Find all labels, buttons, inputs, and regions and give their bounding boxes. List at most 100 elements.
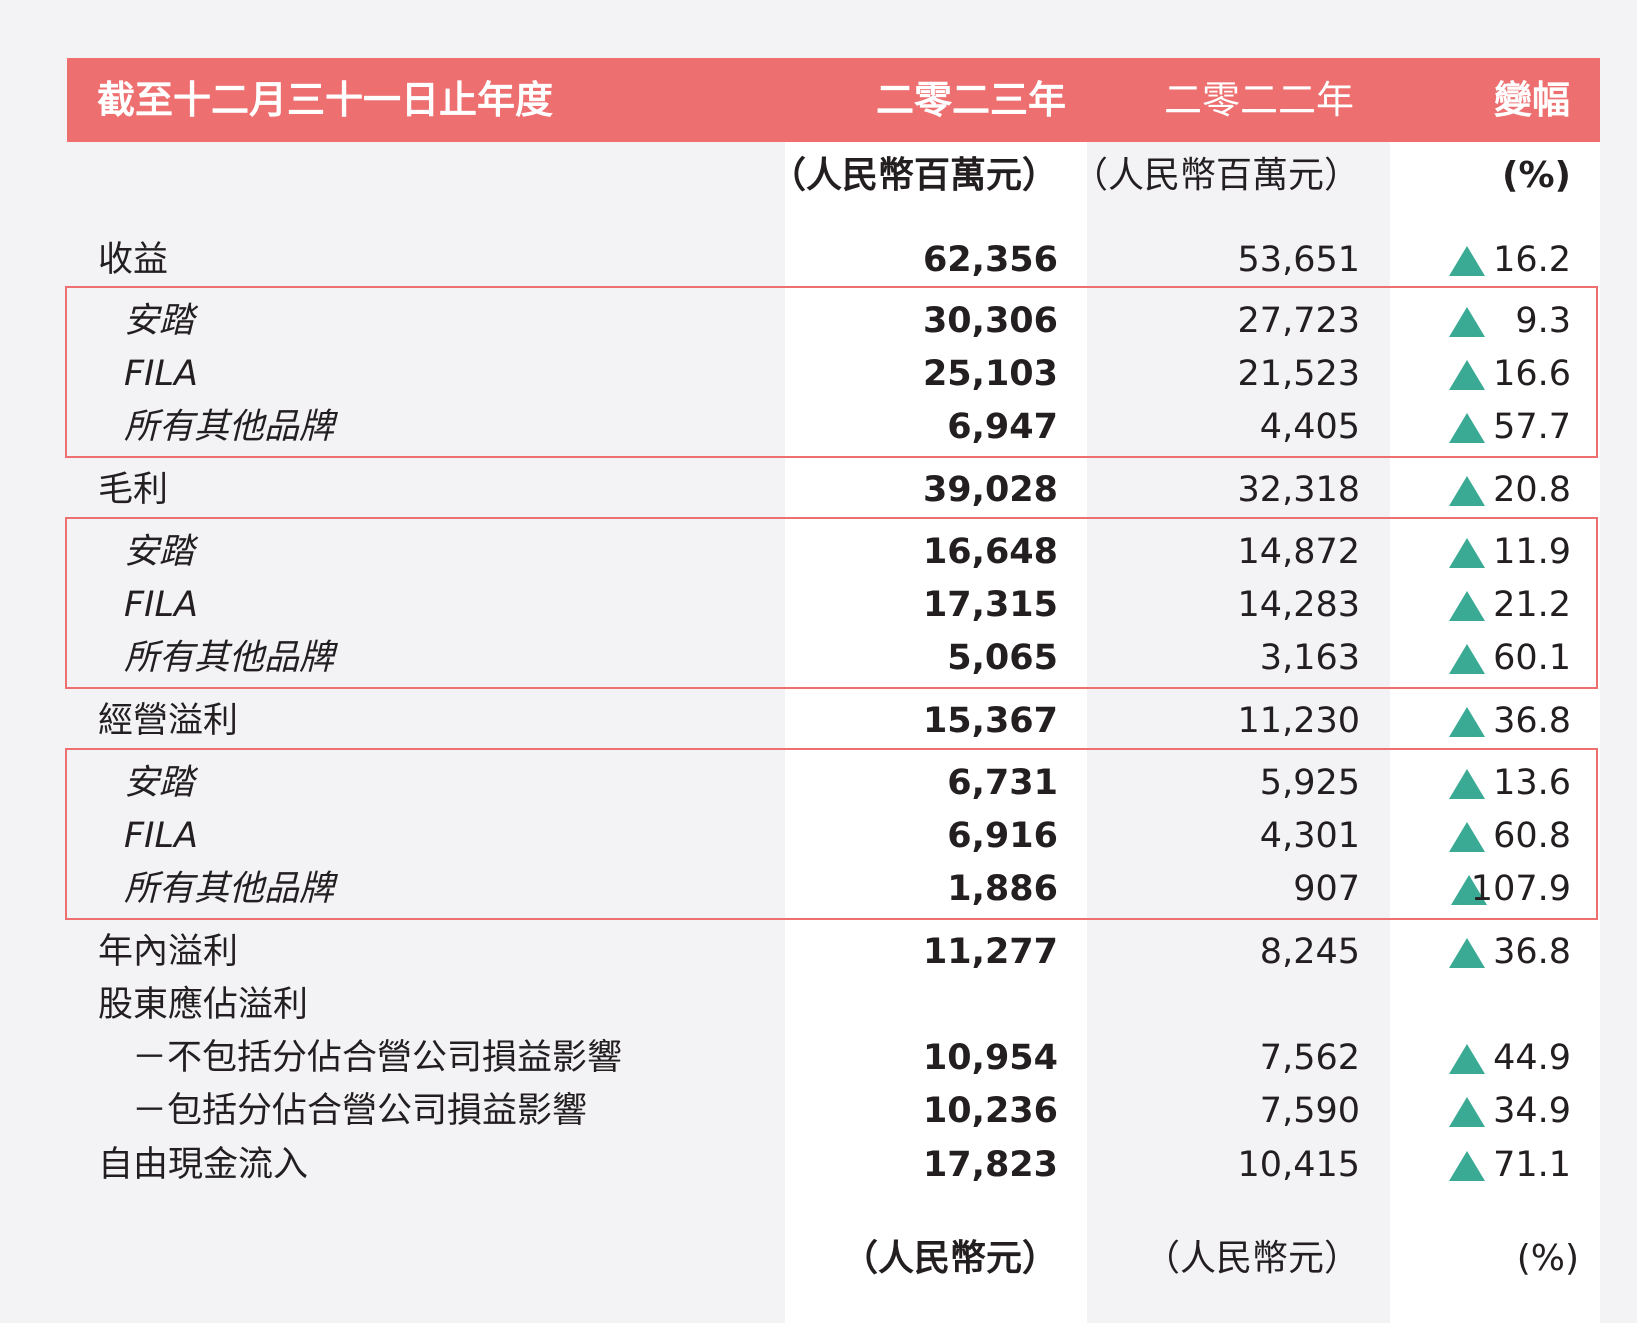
triangle-up-icon [1449, 476, 1485, 506]
triangle-up-icon [1449, 538, 1485, 568]
value-2022: 10,415 [1237, 1145, 1360, 1185]
column-change-background [1390, 58, 1600, 1323]
table-row: 安踏 30,306 27,723 9.3 [0, 294, 1637, 348]
value-change: 36.8 [1493, 701, 1571, 741]
value-2023: 6,916 [947, 816, 1058, 856]
value-change: 16.6 [1493, 354, 1571, 394]
triangle-up-icon [1451, 875, 1487, 905]
value-2022: 4,301 [1259, 816, 1360, 856]
value-change: 21.2 [1493, 585, 1571, 625]
value-2022: 21,523 [1237, 354, 1360, 394]
triangle-up-icon [1449, 707, 1485, 737]
triangle-up-icon [1449, 1097, 1485, 1127]
value-2022: 32,318 [1237, 470, 1360, 510]
value-change: 57.7 [1493, 407, 1571, 447]
table-row: FILA 17,315 14,283 21.2 [0, 578, 1637, 632]
value-2022: 14,283 [1237, 585, 1360, 625]
value-2023: 17,315 [922, 585, 1058, 625]
table-row: 毛利 39,028 32,318 20.8 [0, 463, 1637, 517]
value-change: 20.8 [1493, 470, 1571, 510]
value-2023: 16,648 [922, 532, 1058, 572]
value-2023: 6,947 [947, 407, 1058, 447]
value-change: 107.9 [1470, 869, 1571, 909]
value-2023: 39,028 [922, 470, 1058, 510]
triangle-up-icon [1449, 307, 1485, 337]
value-2022: 27,723 [1237, 301, 1360, 341]
row-label: 自由現金流入 [98, 1145, 309, 1185]
row-label: 安踏 [124, 301, 195, 341]
value-2023: 10,954 [922, 1038, 1058, 1078]
value-2022: 8,245 [1259, 932, 1360, 972]
row-label: 所有其他品牌 [124, 407, 335, 447]
table-row: FILA 25,103 21,523 16.6 [0, 347, 1637, 401]
table-row: 所有其他品牌 6,947 4,405 57.7 [0, 400, 1637, 454]
table-row: 股東應佔溢利 [0, 978, 1637, 1032]
unit-2022-yuan: （人民幣元） [1143, 1238, 1360, 1279]
value-2023: 30,306 [922, 301, 1058, 341]
value-2022: 53,651 [1237, 240, 1360, 280]
row-label: 安踏 [124, 763, 195, 803]
row-label: 股東應佔溢利 [98, 985, 309, 1025]
header-change: 變幅 [1493, 78, 1570, 122]
row-label: FILA [124, 354, 198, 394]
table-header: 截至十二月三十一日止年度 二零二三年 二零二二年 變幅 [67, 58, 1600, 142]
row-label: －不包括分佔合營公司損益影響 [132, 1038, 623, 1078]
table-row: 安踏 16,648 14,872 11.9 [0, 525, 1637, 579]
triangle-up-icon [1449, 360, 1485, 390]
value-2023: 6,731 [947, 763, 1058, 803]
triangle-up-icon [1449, 591, 1485, 621]
triangle-up-icon [1449, 1044, 1485, 1074]
table-row: 所有其他品牌 5,065 3,163 60.1 [0, 631, 1637, 685]
value-change: 60.1 [1493, 638, 1571, 678]
table-row: 經營溢利 15,367 11,230 36.8 [0, 694, 1637, 748]
value-2022: 7,562 [1259, 1038, 1360, 1078]
table-row: 年內溢利 11,277 8,245 36.8 [0, 925, 1637, 979]
table-row: 自由現金流入 17,823 10,415 71.1 [0, 1138, 1637, 1192]
value-change: 16.2 [1493, 240, 1571, 280]
table-row: FILA 6,916 4,301 60.8 [0, 809, 1637, 863]
value-2022: 4,405 [1259, 407, 1360, 447]
row-label: 經營溢利 [98, 701, 239, 741]
triangle-up-icon [1449, 769, 1485, 799]
value-change: 36.8 [1493, 932, 1571, 972]
row-label: 所有其他品牌 [124, 638, 335, 678]
value-2022: 907 [1293, 869, 1360, 909]
value-change: 11.9 [1493, 532, 1571, 572]
value-2023: 10,236 [922, 1091, 1058, 1131]
row-label: －包括分佔合營公司損益影響 [132, 1091, 588, 1131]
value-2023: 25,103 [922, 354, 1058, 394]
value-2022: 7,590 [1259, 1091, 1360, 1131]
row-label: FILA [124, 816, 198, 856]
row-label: 所有其他品牌 [124, 869, 335, 909]
value-2023: 1,886 [947, 869, 1058, 909]
row-label: 毛利 [98, 470, 169, 510]
value-2023: 15,367 [922, 701, 1058, 741]
table-row: 收益 62,356 53,651 16.2 [0, 233, 1637, 287]
triangle-up-icon [1449, 822, 1485, 852]
triangle-up-icon [1449, 644, 1485, 674]
value-change: 13.6 [1493, 763, 1571, 803]
value-2022: 3,163 [1259, 638, 1360, 678]
value-2022: 14,872 [1237, 532, 1360, 572]
value-change: 34.9 [1493, 1091, 1571, 1131]
table-row: 安踏 6,731 5,925 13.6 [0, 756, 1637, 810]
value-change: 71.1 [1493, 1145, 1571, 1185]
unit-change: (%) [1502, 155, 1571, 196]
row-label: 年內溢利 [98, 932, 239, 972]
value-2022: 5,925 [1259, 763, 1360, 803]
value-change: 44.9 [1493, 1038, 1571, 1078]
triangle-up-icon [1449, 938, 1485, 968]
unit-2023: （人民幣百萬元） [769, 155, 1058, 196]
triangle-up-icon [1449, 1151, 1485, 1181]
unit-2022: （人民幣百萬元） [1071, 155, 1360, 196]
unit-change-2: (%) [1516, 1238, 1579, 1279]
value-2023: 17,823 [922, 1145, 1058, 1185]
header-year-2022: 二零二二年 [1163, 78, 1354, 122]
header-title: 截至十二月三十一日止年度 [97, 78, 554, 122]
header-year-2023: 二零二三年 [875, 78, 1066, 122]
row-label: 收益 [98, 240, 169, 280]
table-row: －包括分佔合營公司損益影響 10,236 7,590 34.9 [0, 1084, 1637, 1138]
value-2023: 11,277 [922, 932, 1058, 972]
table-row: －不包括分佔合營公司損益影響 10,954 7,562 44.9 [0, 1031, 1637, 1085]
row-label: FILA [124, 585, 198, 625]
